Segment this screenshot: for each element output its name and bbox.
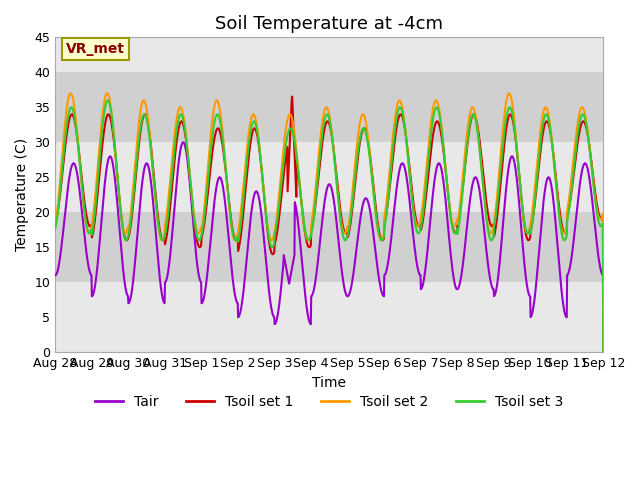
- Bar: [55, 72, 604, 142]
- Bar: [55, 212, 604, 282]
- Title: Soil Temperature at -4cm: Soil Temperature at -4cm: [215, 15, 444, 33]
- Legend: Tair, Tsoil set 1, Tsoil set 2, Tsoil set 3: Tair, Tsoil set 1, Tsoil set 2, Tsoil se…: [90, 389, 569, 415]
- Text: VR_met: VR_met: [67, 42, 125, 56]
- Y-axis label: Temperature (C): Temperature (C): [15, 138, 29, 252]
- X-axis label: Time: Time: [312, 376, 346, 390]
